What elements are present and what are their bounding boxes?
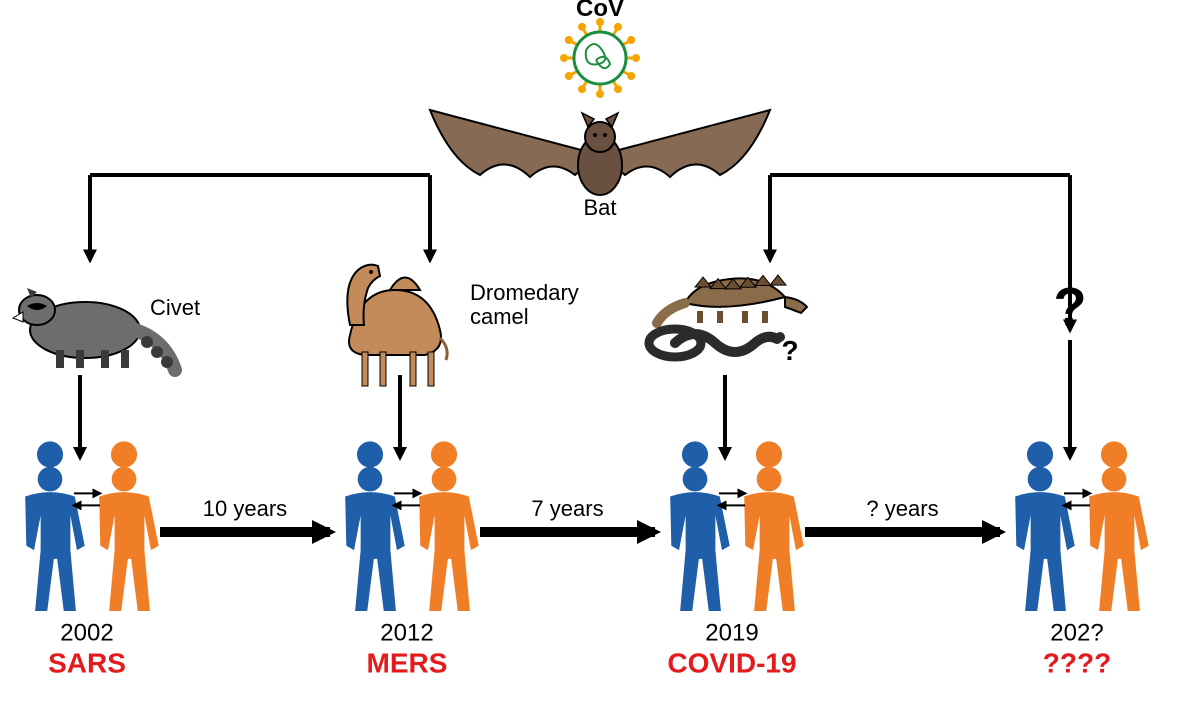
- bat-icon: [430, 110, 770, 195]
- timeline-gap-label: 10 years: [203, 496, 287, 521]
- human-blue-icon: [25, 441, 85, 611]
- human-blue-icon: [345, 441, 405, 611]
- virus-icon: [560, 18, 640, 98]
- human-blue-icon: [1015, 441, 1075, 611]
- camel-icon: [347, 265, 447, 386]
- disease-label: SARS: [48, 648, 126, 679]
- unknown-host-q: ?: [781, 335, 798, 366]
- human-orange-icon: [419, 441, 479, 611]
- disease-label: MERS: [367, 648, 448, 679]
- disease-label: COVID-19: [667, 648, 796, 679]
- bat-label: Bat: [583, 195, 616, 220]
- human-orange-icon: [99, 441, 159, 611]
- year-label: 2012: [380, 620, 433, 647]
- timeline-gap-label: 7 years: [531, 496, 603, 521]
- disease-label: ????: [1043, 648, 1111, 679]
- year-label: 2002: [60, 620, 113, 647]
- year-label: 202?: [1050, 620, 1103, 647]
- future-unknown-q: ?: [1054, 277, 1087, 337]
- timeline-gap-label: ? years: [866, 496, 938, 521]
- civet-label: Civet: [150, 295, 200, 320]
- human-blue-icon: [670, 441, 730, 611]
- year-label: 2019: [705, 620, 758, 647]
- human-orange-icon: [744, 441, 804, 611]
- camel-label: Dromedarycamel: [470, 280, 579, 329]
- cov-label: CoV: [576, 0, 624, 22]
- human-orange-icon: [1089, 441, 1149, 611]
